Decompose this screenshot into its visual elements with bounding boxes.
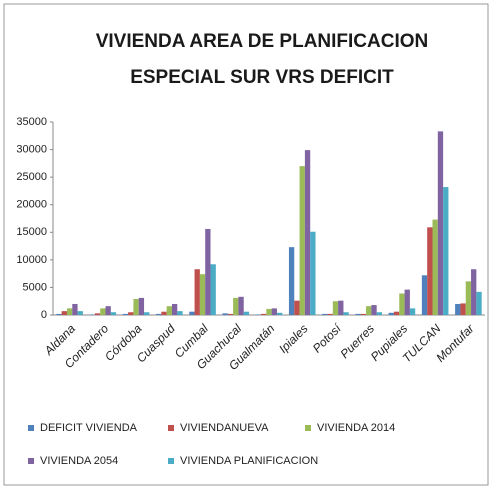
bar <box>271 308 277 315</box>
legend-swatch <box>28 458 34 464</box>
bar <box>110 312 117 315</box>
bar <box>255 314 262 315</box>
bar <box>66 308 73 315</box>
bar <box>393 311 400 315</box>
y-tick-label: 35000 <box>16 116 47 128</box>
bar <box>299 166 305 315</box>
bar <box>455 303 461 315</box>
y-tick-label: 15000 <box>16 226 47 238</box>
bar <box>322 313 328 315</box>
bar <box>471 269 477 315</box>
bar <box>72 303 78 315</box>
legend-label: VIVIENDANUEVA <box>180 422 269 434</box>
bar <box>189 311 195 315</box>
y-tick-label: 0 <box>41 309 47 321</box>
legend-swatch <box>168 425 174 431</box>
bar <box>288 247 295 315</box>
bar <box>171 303 178 315</box>
legend-label: VIVIENDA 2054 <box>40 455 118 467</box>
y-tick-label: 25000 <box>16 171 47 183</box>
y-tick-label: 5000 <box>23 281 47 293</box>
bar <box>144 312 150 315</box>
bar <box>199 274 206 315</box>
bar <box>61 311 67 315</box>
bar <box>399 293 405 315</box>
bar <box>177 311 183 315</box>
bar <box>360 313 367 315</box>
legend-swatch <box>305 425 311 431</box>
bar <box>266 308 272 315</box>
bar <box>227 313 234 315</box>
bar <box>476 291 482 315</box>
bar <box>332 301 339 315</box>
bar <box>432 219 438 315</box>
chart-title: VIVIENDA AREA DE PLANIFICACION <box>96 31 429 52</box>
bar <box>366 306 372 315</box>
bar <box>404 289 410 315</box>
bar <box>327 313 333 315</box>
bar <box>443 187 449 315</box>
bar <box>156 313 162 315</box>
bar <box>89 314 95 315</box>
legend-swatch <box>28 425 34 431</box>
bar <box>409 308 416 315</box>
bar <box>310 231 316 315</box>
legend-label: DEFICIT VIVIENDA <box>40 422 138 434</box>
bar <box>355 313 361 315</box>
legend-label: VIVIENDA PLANIFICACION <box>180 455 318 467</box>
bar <box>238 296 244 315</box>
bar <box>133 299 139 315</box>
bar <box>388 312 394 315</box>
bar <box>205 228 211 315</box>
bar <box>56 313 62 315</box>
bar <box>276 312 283 315</box>
y-tick-label: 10000 <box>16 254 47 266</box>
bar <box>460 303 466 315</box>
bar <box>166 306 172 315</box>
bar <box>210 264 216 315</box>
bar <box>105 306 111 315</box>
bar <box>100 308 106 315</box>
bar <box>304 150 311 315</box>
bar <box>138 297 145 315</box>
bar <box>233 297 239 315</box>
y-tick-label: 20000 <box>16 199 47 211</box>
chart-border <box>3 3 489 486</box>
bar <box>376 312 382 315</box>
bar <box>427 227 433 315</box>
legend-swatch <box>168 458 174 464</box>
bar <box>222 313 228 315</box>
bar <box>122 313 129 315</box>
bar <box>161 311 167 315</box>
y-tick-label: 30000 <box>16 143 47 155</box>
bar <box>194 269 200 315</box>
bar <box>294 300 300 315</box>
bar <box>261 313 267 315</box>
bar <box>128 312 134 315</box>
bar <box>94 313 101 315</box>
bar <box>243 311 250 315</box>
bar <box>77 311 83 315</box>
bar <box>343 312 349 315</box>
chart-title: ESPECIAL SUR VRS DEFICIT <box>130 67 394 88</box>
legend-label: VIVIENDA 2014 <box>317 422 395 434</box>
bar <box>465 281 472 315</box>
bar <box>338 300 344 315</box>
bar <box>371 305 377 315</box>
bar <box>437 131 444 315</box>
bar <box>421 275 428 315</box>
